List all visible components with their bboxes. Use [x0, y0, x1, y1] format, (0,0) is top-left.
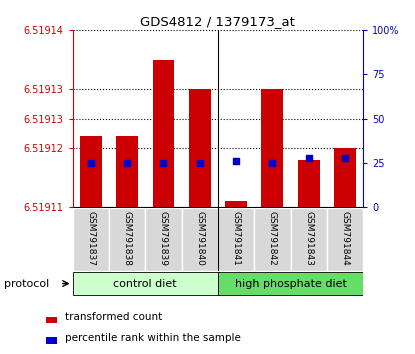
Bar: [46, 317, 56, 323]
Point: [124, 160, 130, 166]
Text: GSM791839: GSM791839: [159, 211, 168, 266]
Bar: [290, 208, 327, 271]
Point: [342, 155, 348, 160]
Bar: [327, 208, 363, 271]
Bar: [189, 89, 211, 207]
Bar: [116, 136, 138, 207]
Text: control diet: control diet: [113, 279, 177, 289]
Text: GSM791837: GSM791837: [86, 211, 95, 266]
Bar: [181, 208, 218, 271]
Bar: [46, 337, 56, 343]
Point: [88, 160, 94, 166]
Text: GSM791844: GSM791844: [340, 211, 349, 266]
Bar: [109, 208, 145, 271]
Bar: [153, 59, 174, 207]
Point: [305, 155, 312, 160]
Text: GSM791840: GSM791840: [195, 211, 204, 266]
Text: GSM791838: GSM791838: [122, 211, 132, 266]
Text: transformed count: transformed count: [65, 312, 163, 322]
Text: protocol: protocol: [4, 279, 49, 289]
Point: [196, 160, 203, 166]
Point: [269, 160, 276, 166]
Bar: [261, 89, 283, 207]
Bar: [218, 272, 363, 295]
Text: GSM791842: GSM791842: [268, 211, 277, 266]
Title: GDS4812 / 1379173_at: GDS4812 / 1379173_at: [140, 15, 295, 28]
Text: GSM791843: GSM791843: [304, 211, 313, 266]
Text: high phosphate diet: high phosphate diet: [234, 279, 347, 289]
Bar: [334, 148, 356, 207]
Bar: [298, 160, 320, 207]
Bar: [73, 208, 109, 271]
Text: GSM791841: GSM791841: [232, 211, 241, 266]
Bar: [218, 208, 254, 271]
Bar: [80, 136, 102, 207]
Text: percentile rank within the sample: percentile rank within the sample: [65, 332, 241, 343]
Point: [160, 160, 167, 166]
Point: [233, 158, 239, 164]
Bar: [145, 208, 181, 271]
Bar: [254, 208, 290, 271]
Bar: [225, 201, 247, 207]
Bar: [73, 272, 218, 295]
